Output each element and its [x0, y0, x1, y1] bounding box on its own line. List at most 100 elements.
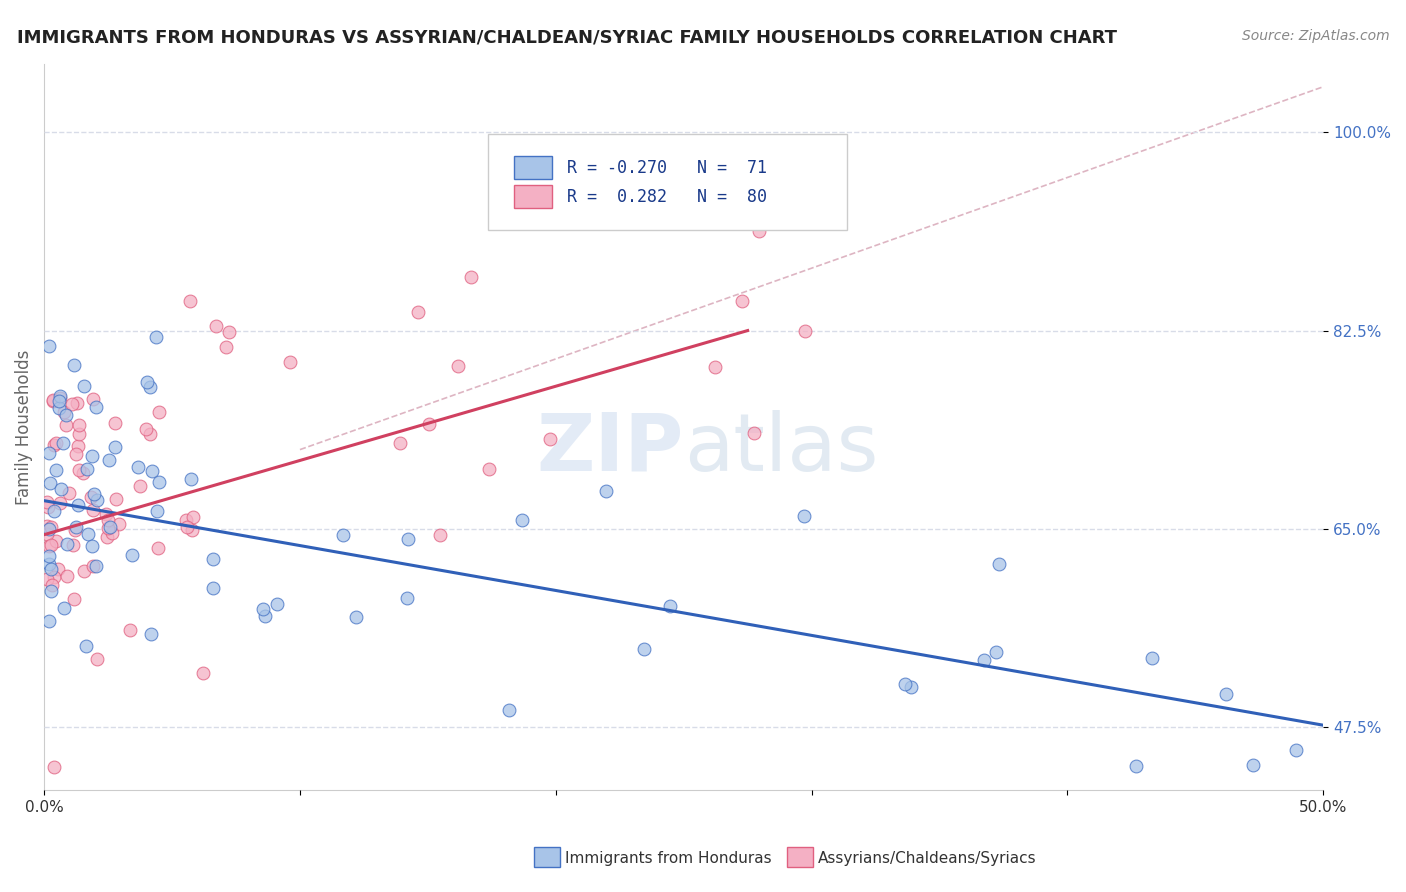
Point: [742, 425, 765, 440]
Point: [98, 453, 121, 467]
Point: [118, 623, 141, 637]
Point: [793, 508, 815, 523]
Point: [39, 475, 62, 490]
Text: R = -0.270   N =  71: R = -0.270 N = 71: [567, 159, 768, 177]
Point: [58, 485, 80, 500]
Point: [447, 359, 470, 373]
Point: [148, 475, 170, 489]
Point: [460, 270, 482, 285]
Point: [55, 418, 77, 433]
Point: [174, 513, 197, 527]
Point: [723, 205, 745, 219]
Point: [44, 760, 66, 774]
Point: [65, 523, 87, 537]
Point: [48, 391, 70, 405]
Point: [35, 519, 58, 533]
Point: [121, 549, 143, 563]
Point: [574, 207, 596, 221]
Point: [1125, 759, 1147, 773]
Point: [86, 652, 108, 666]
Point: [973, 652, 995, 666]
Point: [398, 533, 420, 547]
Point: [35, 572, 58, 586]
Point: [42, 438, 65, 452]
Point: [67, 427, 90, 442]
Point: [136, 376, 159, 390]
Point: [145, 329, 167, 343]
Point: [84, 559, 107, 574]
Point: [56, 568, 79, 582]
Point: [67, 418, 90, 433]
Point: [418, 417, 440, 432]
Point: [510, 513, 533, 527]
Point: [202, 551, 225, 566]
Point: [478, 462, 501, 476]
Point: [63, 592, 86, 607]
Point: [595, 484, 617, 499]
Point: [139, 427, 162, 442]
Point: [39, 584, 62, 599]
Point: [39, 537, 62, 551]
Point: [84, 400, 107, 414]
Text: atlas: atlas: [683, 409, 879, 488]
Point: [1140, 651, 1163, 665]
Point: [55, 537, 77, 551]
Point: [67, 498, 90, 512]
Point: [406, 305, 429, 319]
Point: [332, 528, 354, 542]
Point: [51, 483, 73, 497]
Text: Immigrants from Honduras: Immigrants from Honduras: [565, 851, 772, 865]
Point: [191, 665, 214, 680]
Point: [986, 645, 1008, 659]
Point: [900, 680, 922, 694]
Point: [38, 539, 60, 553]
Bar: [513, 186, 553, 209]
Point: [39, 562, 62, 576]
Point: [176, 520, 198, 534]
Point: [104, 440, 127, 454]
Point: [38, 339, 60, 353]
Point: [127, 460, 149, 475]
Point: [67, 463, 90, 477]
Point: [98, 520, 121, 534]
Point: [181, 510, 204, 524]
Point: [63, 358, 86, 372]
Point: [659, 599, 682, 613]
Point: [498, 703, 520, 717]
Text: IMMIGRANTS FROM HONDURAS VS ASSYRIAN/CHALDEAN/SYRIAC FAMILY HOUSEHOLDS CORRELATI: IMMIGRANTS FROM HONDURAS VS ASSYRIAN/CHA…: [17, 29, 1116, 46]
Point: [37, 500, 59, 515]
Point: [72, 467, 94, 481]
Point: [38, 446, 60, 460]
Point: [48, 401, 70, 416]
Point: [205, 319, 228, 334]
Point: [202, 581, 225, 595]
Point: [141, 626, 163, 640]
Point: [703, 209, 725, 223]
Point: [538, 432, 561, 446]
Point: [44, 570, 66, 584]
Point: [266, 598, 288, 612]
Point: [280, 354, 302, 368]
Point: [66, 439, 89, 453]
Point: [80, 490, 103, 504]
Point: [65, 520, 87, 534]
Point: [141, 463, 163, 477]
Point: [395, 591, 418, 606]
Point: [45, 533, 67, 548]
Point: [49, 496, 72, 510]
Point: [104, 416, 127, 430]
Point: [52, 435, 75, 450]
Point: [48, 394, 70, 409]
Point: [38, 558, 60, 572]
Point: [96, 530, 118, 544]
Point: [46, 561, 69, 575]
Point: [107, 517, 129, 532]
Point: [633, 642, 655, 657]
Point: [704, 359, 727, 374]
Point: [76, 526, 98, 541]
Point: [731, 293, 754, 308]
Point: [344, 609, 367, 624]
Point: [52, 405, 75, 419]
Point: [42, 393, 65, 408]
Point: [55, 408, 77, 422]
